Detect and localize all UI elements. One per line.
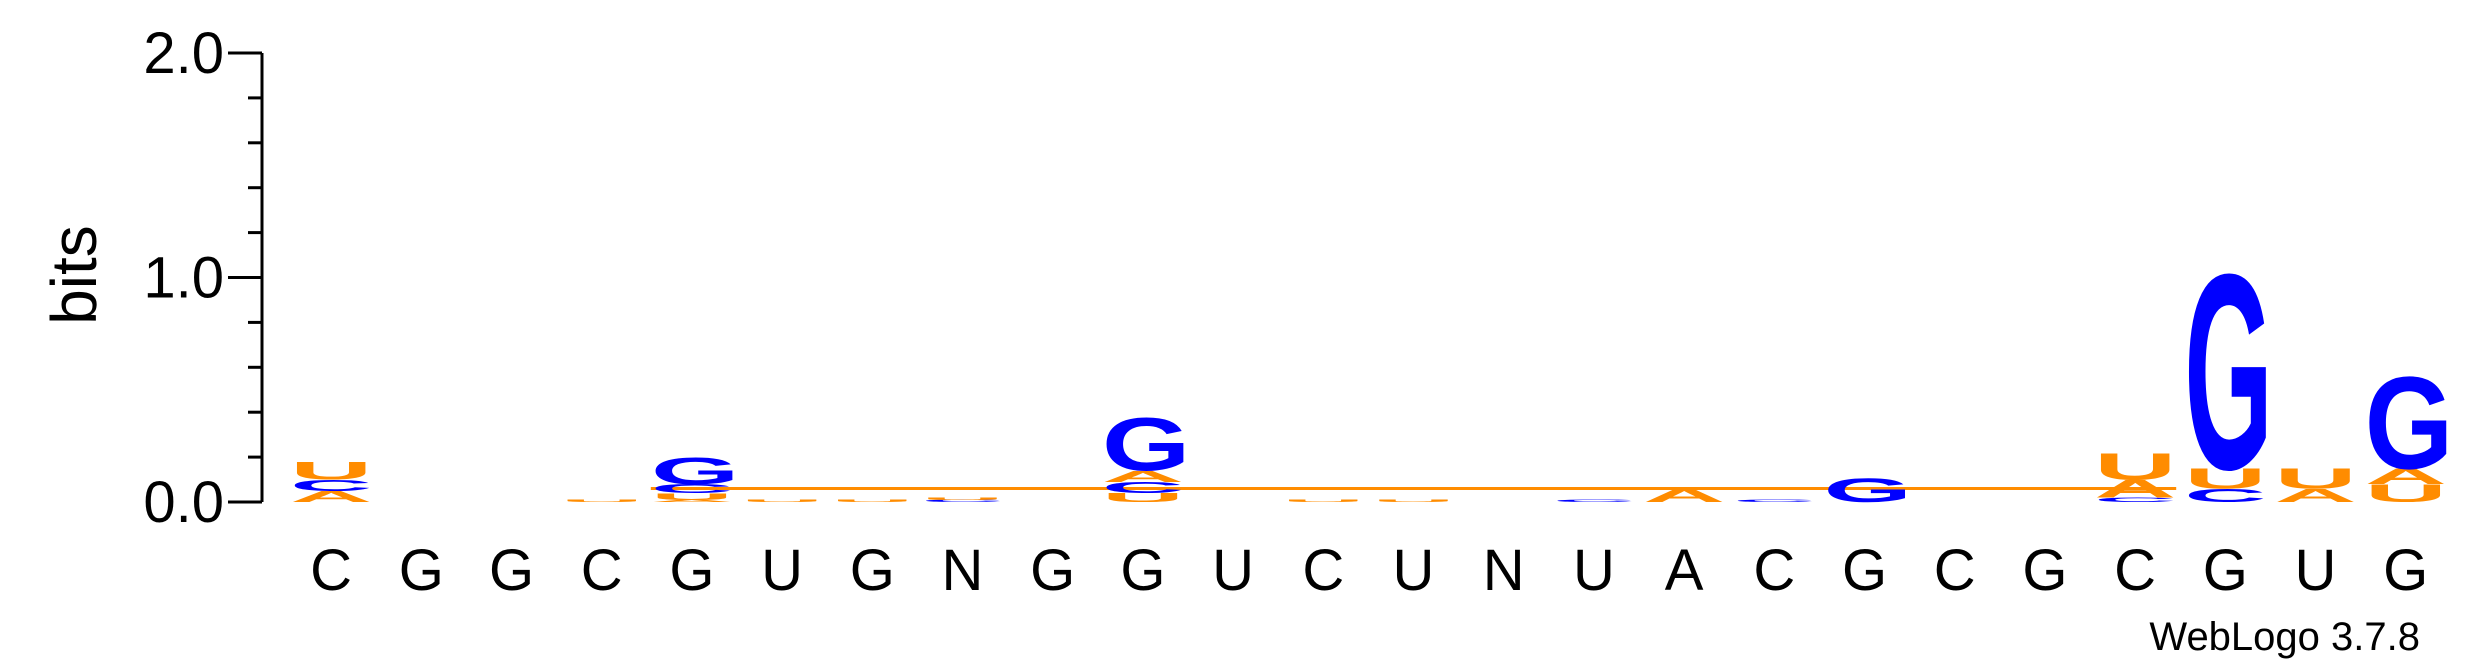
- logo-letter-A: A: [2365, 465, 2447, 489]
- logo-letter-U: U: [1102, 491, 1184, 505]
- x-tick-label: G: [669, 538, 714, 603]
- logo-letter-U: U: [2275, 463, 2357, 495]
- x-tick-label: C: [1302, 538, 1344, 603]
- logo-letter-C: C: [922, 499, 1004, 503]
- logo-letter-C: C: [651, 482, 733, 496]
- weblogo-version-footer: WebLogo 3.7.8: [2149, 615, 2420, 659]
- x-tick-label: U: [1573, 538, 1615, 603]
- y-tick-label: 2.0: [143, 21, 224, 86]
- logo-letter-C: C: [2184, 485, 2266, 506]
- logo-letter-A: A: [1102, 468, 1184, 486]
- logo-letter-U: U: [2365, 479, 2447, 507]
- logo-letter-C: C: [290, 477, 372, 495]
- y-tick-label: 1.0: [143, 246, 224, 311]
- x-tick-label: G: [2022, 538, 2067, 603]
- x-tick-label: G: [2203, 538, 2248, 603]
- logo-letter-U: U: [1373, 499, 1455, 503]
- logo-letter-C: C: [1733, 499, 1815, 503]
- logo-letter-U: U: [922, 497, 1004, 501]
- logo-letter-G: G: [1824, 471, 1913, 510]
- logo-letter-U: U: [2184, 463, 2266, 495]
- x-tick-label: G: [850, 538, 895, 603]
- logo-letter-C: C: [1553, 499, 1635, 503]
- x-tick-label: C: [1753, 538, 1795, 603]
- x-tick-label: U: [761, 538, 803, 603]
- logo-letter-U: U: [831, 499, 913, 503]
- x-tick-label: G: [399, 538, 444, 603]
- x-tick-label: G: [489, 538, 534, 603]
- x-tick-label: G: [1120, 538, 1165, 603]
- x-tick-label: N: [942, 538, 984, 603]
- x-tick-label: U: [1212, 538, 1254, 603]
- logo-letter-U: U: [561, 499, 643, 503]
- y-axis-label: bits: [38, 225, 110, 325]
- logo-letter-A: A: [290, 488, 372, 506]
- logo-letter-G: G: [651, 450, 740, 492]
- logo-letter-A: A: [2094, 475, 2176, 503]
- x-tick-label: U: [2295, 538, 2337, 603]
- logo-letter-A: A: [651, 499, 733, 503]
- logo-letter-G: G: [2184, 217, 2273, 529]
- logo-letter-U: U: [290, 457, 372, 485]
- logo-letter-G: G: [1102, 404, 1191, 487]
- logo-letter-C: C: [2094, 496, 2176, 503]
- y-tick-label: 0.0: [143, 470, 224, 535]
- logo-letter-U: U: [741, 499, 823, 503]
- logo-letter-U: U: [1282, 499, 1364, 503]
- logo-letter-U: U: [651, 491, 733, 501]
- x-tick-label: C: [2114, 538, 2156, 603]
- y-axis: 0.0 1.0 2.0: [143, 21, 264, 535]
- x-tick-label: N: [1483, 538, 1525, 603]
- logo-letter-C: C: [1102, 479, 1184, 497]
- logo-letter-A: A: [2275, 485, 2357, 506]
- x-tick-label: C: [310, 538, 352, 603]
- logo-letter-A: A: [1643, 485, 1725, 506]
- x-tick-label: U: [1393, 538, 1435, 603]
- logo-letter-G: G: [2365, 351, 2454, 498]
- logo-letter-U: U: [2094, 445, 2176, 487]
- x-tick-label: C: [581, 538, 623, 603]
- x-tick-label: A: [1665, 538, 1704, 603]
- x-tick-label: G: [2383, 538, 2428, 603]
- x-tick-label: C: [1934, 538, 1976, 603]
- x-tick-label: G: [1030, 538, 1075, 603]
- x-tick-label: G: [1842, 538, 1887, 603]
